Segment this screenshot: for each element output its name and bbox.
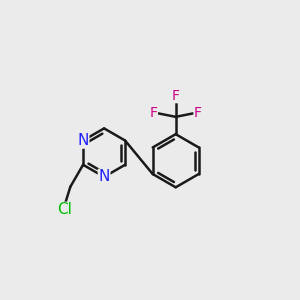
Text: Cl: Cl xyxy=(57,202,72,217)
Text: F: F xyxy=(149,106,157,120)
Text: N: N xyxy=(77,133,89,148)
Text: F: F xyxy=(172,88,180,103)
Text: F: F xyxy=(194,106,202,120)
Text: N: N xyxy=(98,169,110,184)
